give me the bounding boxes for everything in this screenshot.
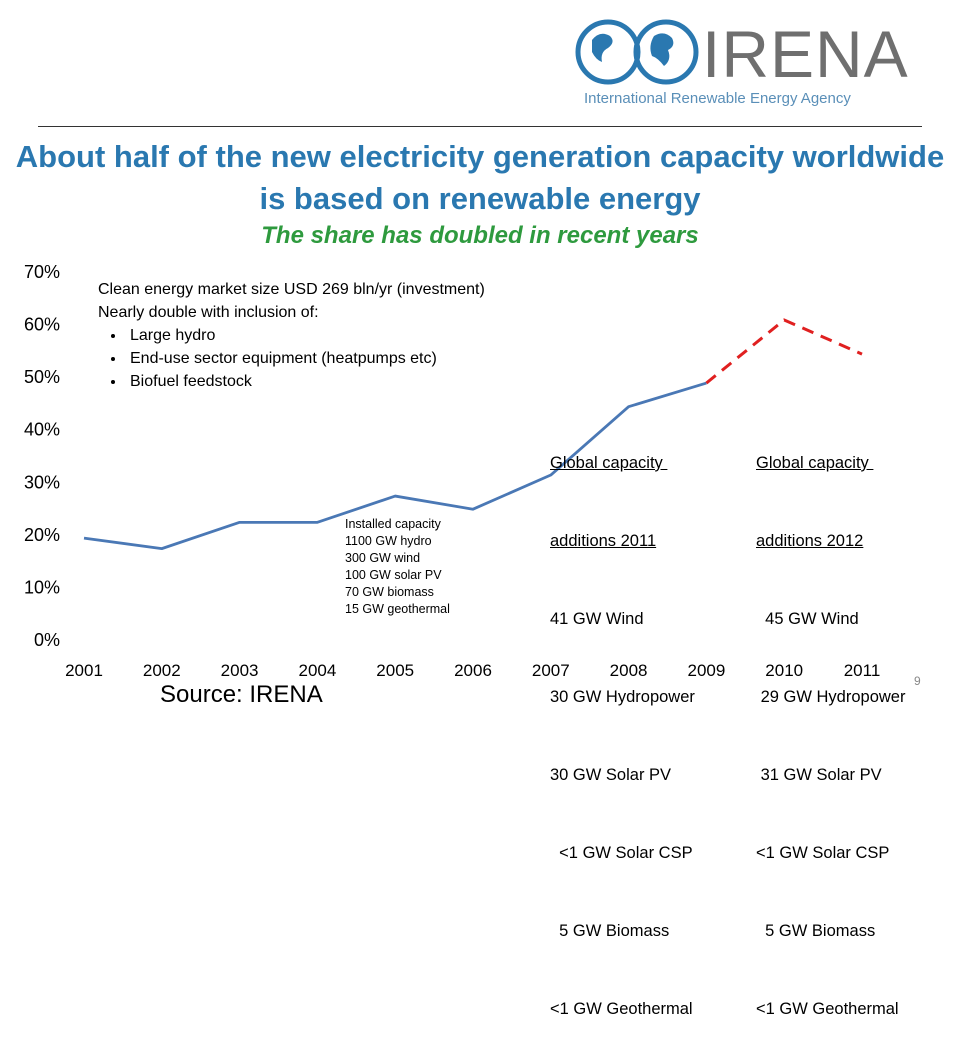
x-tick-label: 2002 <box>143 661 181 680</box>
additions-2011-heading: additions 2011 <box>550 528 695 554</box>
notes-line-1: Clean energy market size USD 269 bln/yr … <box>98 278 485 301</box>
y-tick-label: 20% <box>24 525 60 545</box>
x-tick-label: 2005 <box>376 661 414 680</box>
notes-bullet-list: Large hydro End-use sector equipment (he… <box>98 324 485 393</box>
installed-line: 15 GW geothermal <box>345 601 450 618</box>
y-tick-label: 40% <box>24 420 60 440</box>
y-tick-label: 30% <box>24 472 60 492</box>
market-size-notes: Clean energy market size USD 269 bln/yr … <box>98 278 485 393</box>
installed-capacity-annotation: Installed capacity 1100 GW hydro 300 GW … <box>345 516 450 618</box>
installed-heading: Installed capacity <box>345 516 450 533</box>
y-tick-label: 60% <box>24 315 60 335</box>
additions-2012-line: 5 GW Biomass <box>756 918 905 944</box>
additions-2012-line: 31 GW Solar PV <box>756 762 905 788</box>
installed-line: 1100 GW hydro <box>345 533 450 550</box>
x-tick-label: 2001 <box>65 661 103 680</box>
installed-line: 70 GW biomass <box>345 584 450 601</box>
additions-2011-line: <1 GW Geothermal <box>550 996 695 1022</box>
additions-2011-line: 30 GW Solar PV <box>550 762 695 788</box>
additions-2011-heading: Global capacity <box>550 450 695 476</box>
additions-2012-heading: additions 2012 <box>756 528 905 554</box>
x-tick-label: 2004 <box>298 661 336 680</box>
additions-2012-line: 45 GW Wind <box>756 606 905 632</box>
y-tick-label: 10% <box>24 577 60 597</box>
additions-2011-line: 41 GW Wind <box>550 606 695 632</box>
notes-bullet: Large hydro <box>126 324 485 347</box>
installed-line: 100 GW solar PV <box>345 567 450 584</box>
installed-line: 300 GW wind <box>345 550 450 567</box>
projected-series-line <box>706 320 862 383</box>
y-tick-label: 0% <box>34 630 60 650</box>
additions-2012-line: <1 GW Geothermal <box>756 996 905 1022</box>
notes-bullet: Biofuel feedstock <box>126 370 485 393</box>
y-tick-label: 70% <box>24 262 60 282</box>
x-tick-label: 2003 <box>221 661 259 680</box>
additions-2012-annotation: Global capacity additions 2012 45 GW Win… <box>756 398 905 1048</box>
additions-2011-line: 30 GW Hydropower <box>550 684 695 710</box>
additions-2012-heading: Global capacity <box>756 450 905 476</box>
x-tick-label: 2006 <box>454 661 492 680</box>
source-label: Source: IRENA <box>160 681 323 709</box>
notes-bullet: End-use sector equipment (heatpumps etc) <box>126 347 485 370</box>
additions-2011-line: <1 GW Solar CSP <box>550 840 695 866</box>
page-number: 9 <box>914 674 921 688</box>
additions-2011-line: 5 GW Biomass <box>550 918 695 944</box>
y-tick-label: 50% <box>24 367 60 387</box>
notes-line-2: Nearly double with inclusion of: <box>98 301 485 324</box>
additions-2012-line: <1 GW Solar CSP <box>756 840 905 866</box>
additions-2011-annotation: Global capacity additions 2011 41 GW Win… <box>550 398 695 1048</box>
additions-2012-line: 29 GW Hydropower <box>756 684 905 710</box>
